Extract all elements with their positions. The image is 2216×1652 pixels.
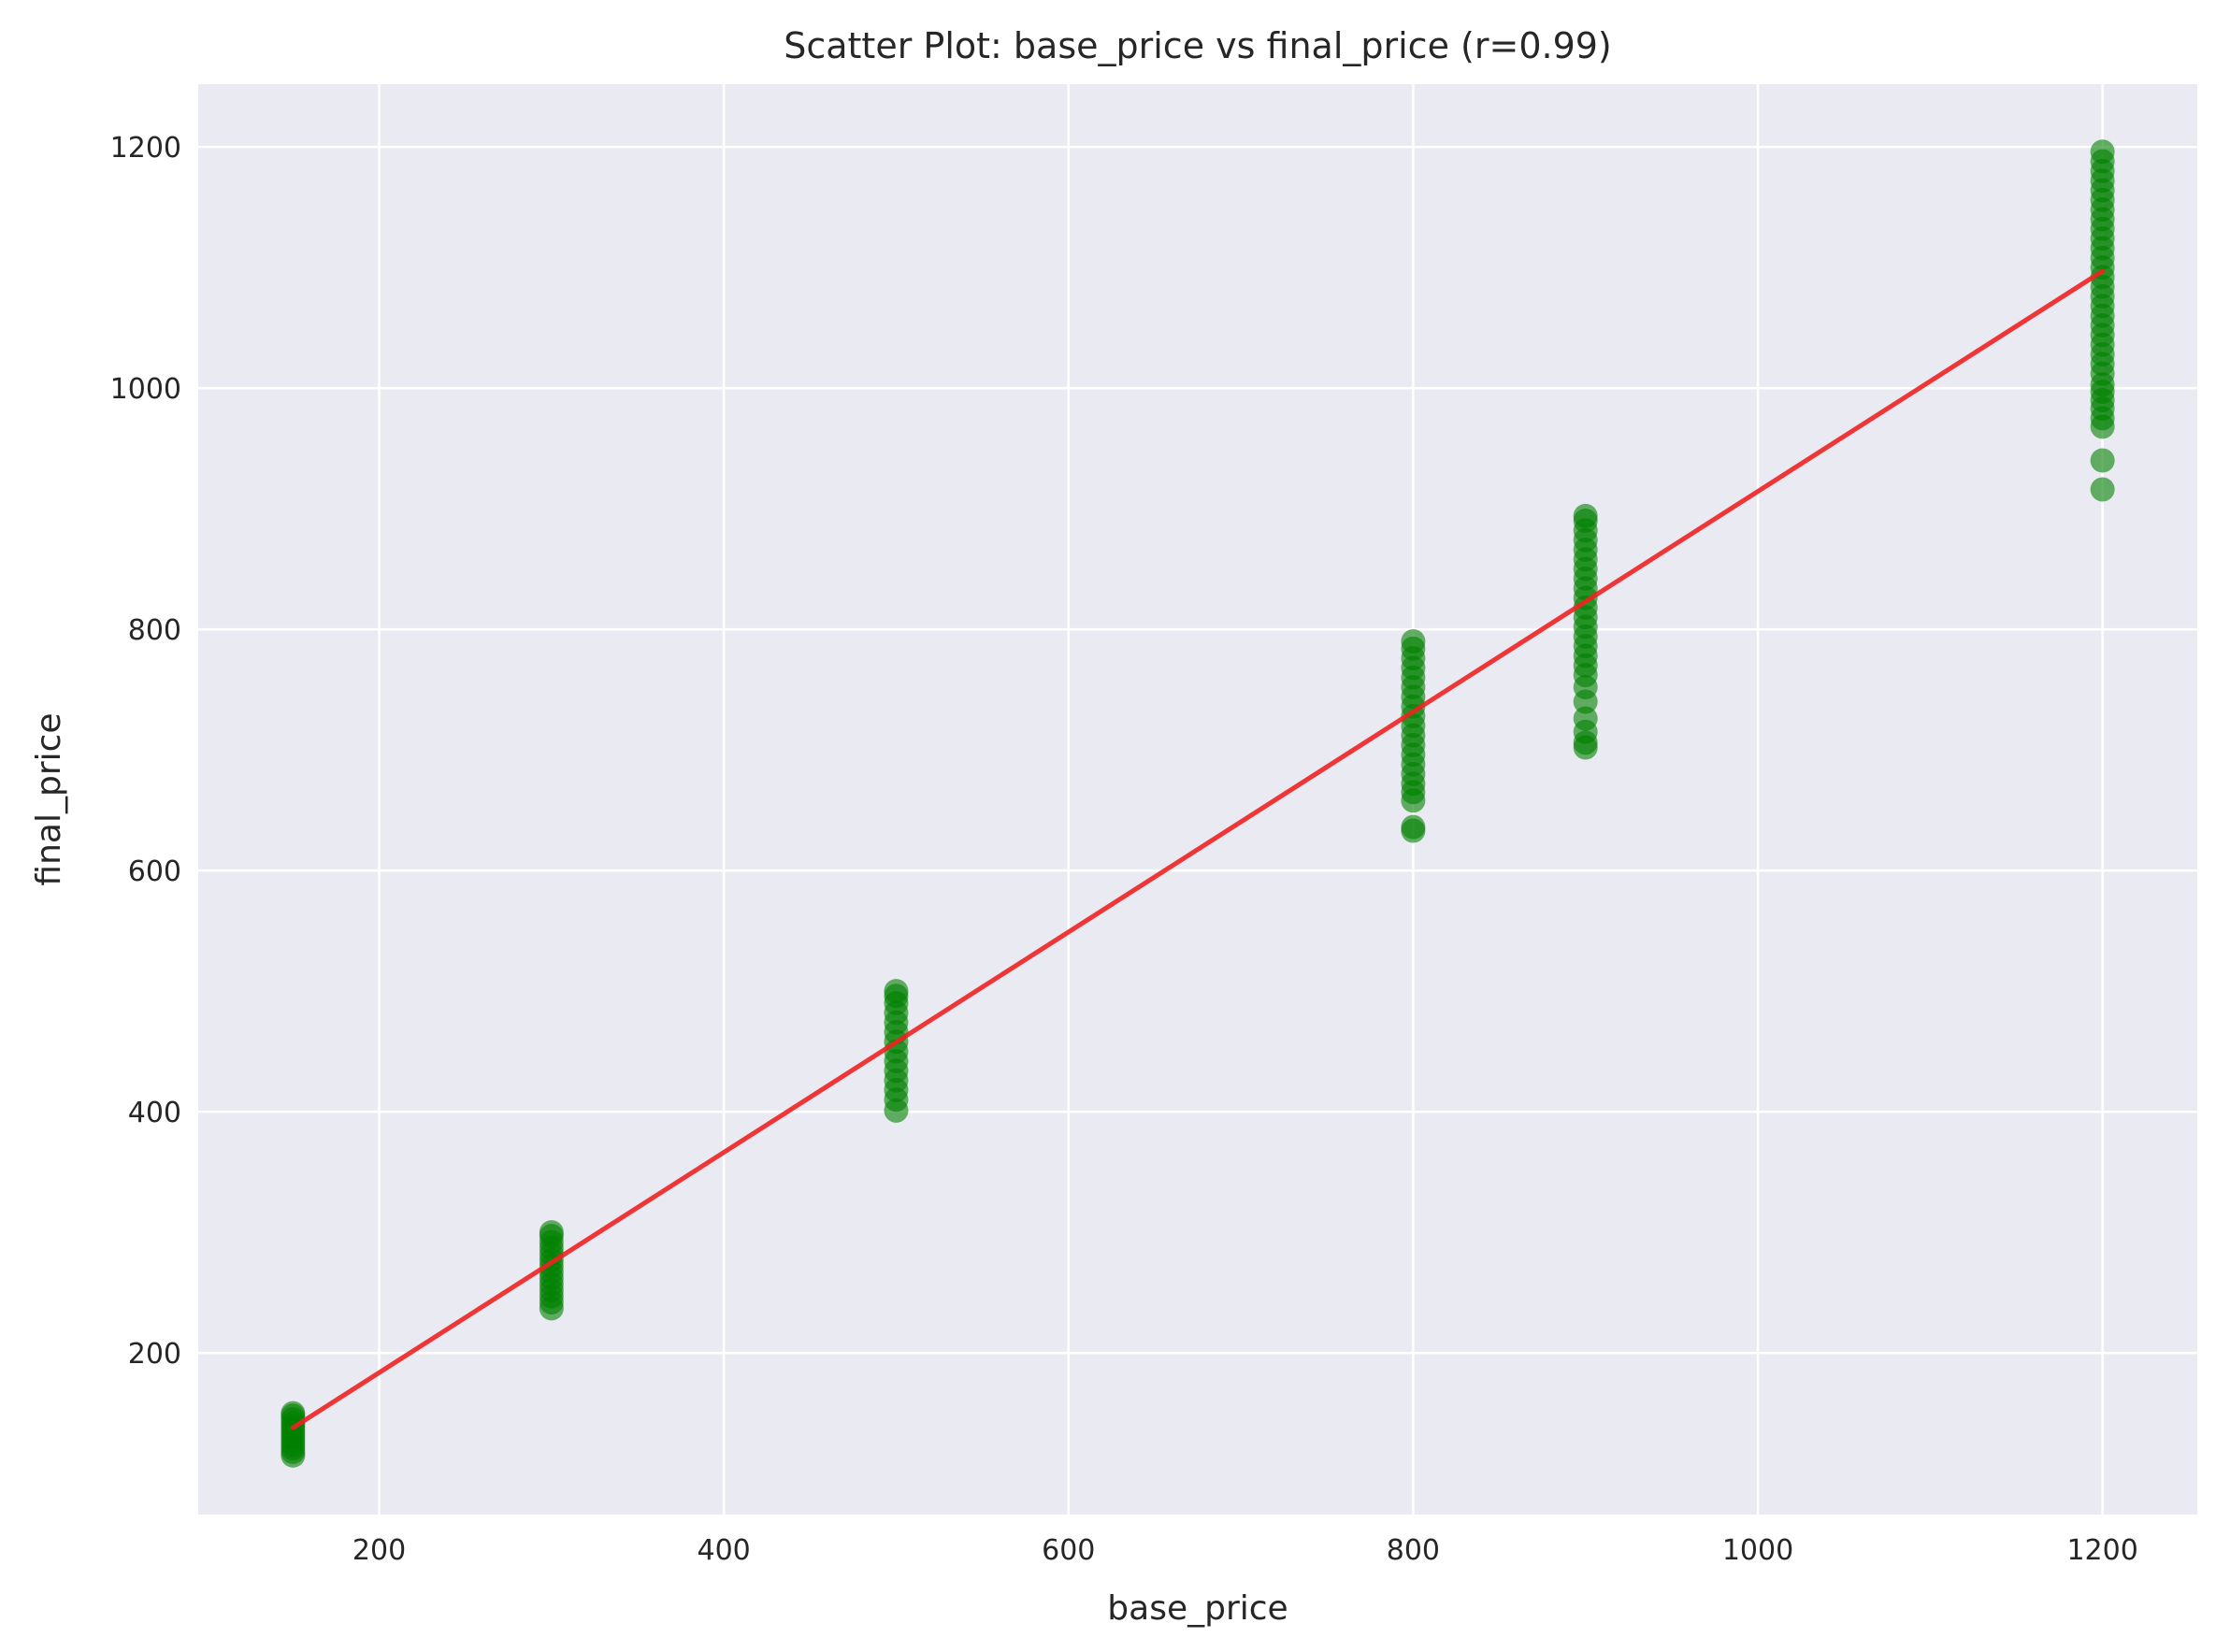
x-tick-label: 1200 [2066, 1534, 2137, 1567]
x-tick-label: 600 [1042, 1534, 1095, 1567]
scatter-point [2090, 477, 2115, 502]
x-axis-title: base_price [1107, 1589, 1288, 1628]
y-tick-label: 600 [128, 855, 181, 888]
y-tick-label: 200 [128, 1338, 181, 1371]
scatter-point [884, 979, 909, 1004]
scatter-point [1401, 814, 1426, 840]
scatter-points [281, 139, 2115, 1468]
x-tick-label: 800 [1387, 1534, 1440, 1567]
scatter-point [2090, 139, 2115, 165]
scatter-point [1401, 629, 1426, 654]
trend-line [290, 268, 2106, 1430]
scatter-point [1573, 706, 1598, 731]
trend-line-group [290, 268, 2106, 1430]
y-tick-label: 800 [128, 614, 181, 647]
scatter-point [2090, 448, 2115, 473]
y-axis-title: final_price [30, 712, 68, 885]
scatter-point [539, 1220, 564, 1245]
y-tick-label: 1000 [110, 373, 181, 406]
x-tick-label: 1000 [1722, 1534, 1793, 1567]
y-tick-label: 1200 [110, 132, 181, 165]
x-tick-labels: 200 400 600 800 1000 1200 [353, 1534, 2138, 1567]
scatter-point [281, 1401, 306, 1426]
x-tick-label: 200 [353, 1534, 406, 1567]
chart-title: Scatter Plot: base_price vs final_price … [784, 25, 1612, 66]
x-tick-label: 400 [698, 1534, 751, 1567]
scatter-point [1573, 503, 1598, 528]
y-tick-label: 400 [128, 1097, 181, 1129]
plot-background [198, 84, 2197, 1515]
y-tick-labels: 200 400 600 800 1000 1200 [110, 132, 181, 1371]
